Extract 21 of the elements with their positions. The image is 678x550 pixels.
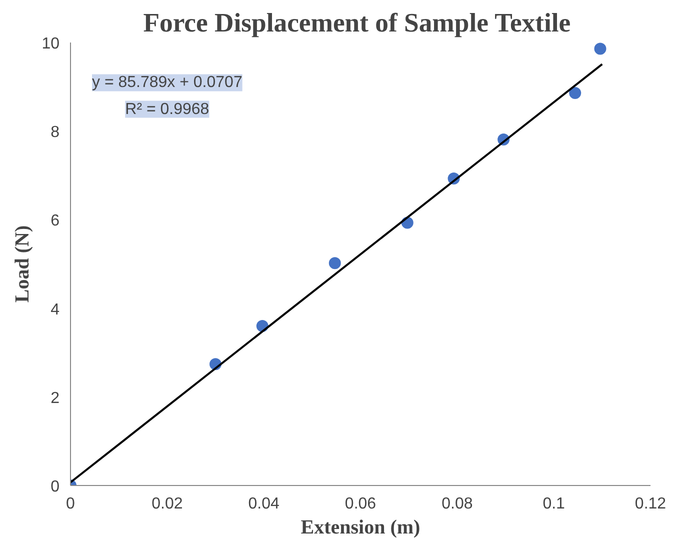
point: [328, 257, 341, 270]
x-tick-label: 0.12: [634, 496, 666, 512]
x-tick-label: 0.06: [344, 496, 376, 512]
x-tick-label: 0.1: [542, 496, 566, 512]
point: [569, 87, 582, 99]
y-tick-label: 2: [50, 390, 60, 407]
x-tick-label: 0: [66, 496, 76, 512]
annotation: R² = 0.9968: [125, 100, 210, 118]
y-tick-label: 8: [50, 124, 60, 142]
point: [594, 42, 606, 55]
y-tick-label: 6: [50, 212, 60, 230]
y-axis-title: Load (N): [12, 225, 34, 303]
x-tick-label: 0.08: [442, 496, 473, 512]
annotation: y = 85.789x + 0.0707: [92, 74, 242, 92]
chart-title: Force Displacement of Sample Textile: [143, 8, 571, 38]
y-tick-label: 4: [50, 301, 60, 318]
y-tick-label: 0: [50, 478, 60, 496]
y-tick-label: 10: [42, 36, 60, 52]
x-axis-title: Extension (m): [300, 516, 420, 538]
x-tick-label: 0.04: [248, 496, 280, 512]
x-tick-label: 0.02: [152, 496, 183, 512]
